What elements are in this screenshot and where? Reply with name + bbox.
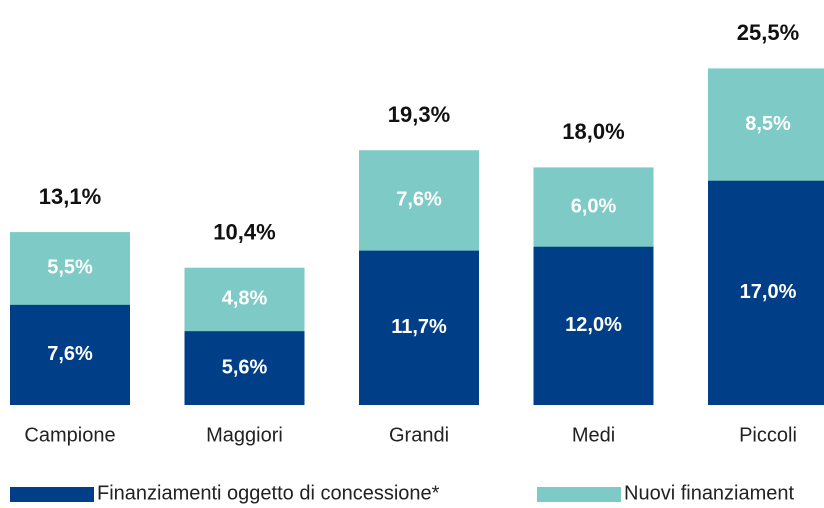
total-label: 18,0% [562,119,624,144]
bar-segment [708,180,824,405]
bar-segment [533,246,654,405]
bar-segment [10,232,130,305]
total-label: 25,5% [737,20,799,45]
category-label: Grandi [389,424,449,446]
value-label: 11,7% [391,316,447,338]
value-label: 7,6% [396,189,442,211]
total-label: 10,4% [213,220,275,245]
value-label: 6,0% [571,195,617,217]
category-label: Campione [24,424,115,446]
bar-segment [708,68,824,181]
legend-swatch [537,487,621,502]
bar-segment [533,167,654,247]
bar-segment [184,331,305,405]
value-label: 5,5% [47,257,93,279]
value-label: 8,5% [745,113,791,135]
value-label: 5,6% [222,356,268,378]
legend-label: Finanziamenti oggetto di concessione* [97,482,440,504]
value-label: 4,8% [222,288,268,310]
value-label: 17,0% [740,281,797,303]
value-label: 7,6% [47,343,93,365]
legend-label: Nuovi finanziament [624,482,795,504]
bar-segment [359,150,479,251]
total-label: 19,3% [388,102,450,127]
legend-swatch [10,487,94,502]
total-label: 13,1% [39,184,101,209]
bar-segment [359,250,479,405]
category-label: Maggiori [206,424,283,446]
bar-segment [184,267,305,332]
value-label: 12,0% [565,314,622,336]
category-label: Medi [572,424,615,446]
category-label: Piccoli [739,424,797,446]
bar-segment [10,304,130,405]
